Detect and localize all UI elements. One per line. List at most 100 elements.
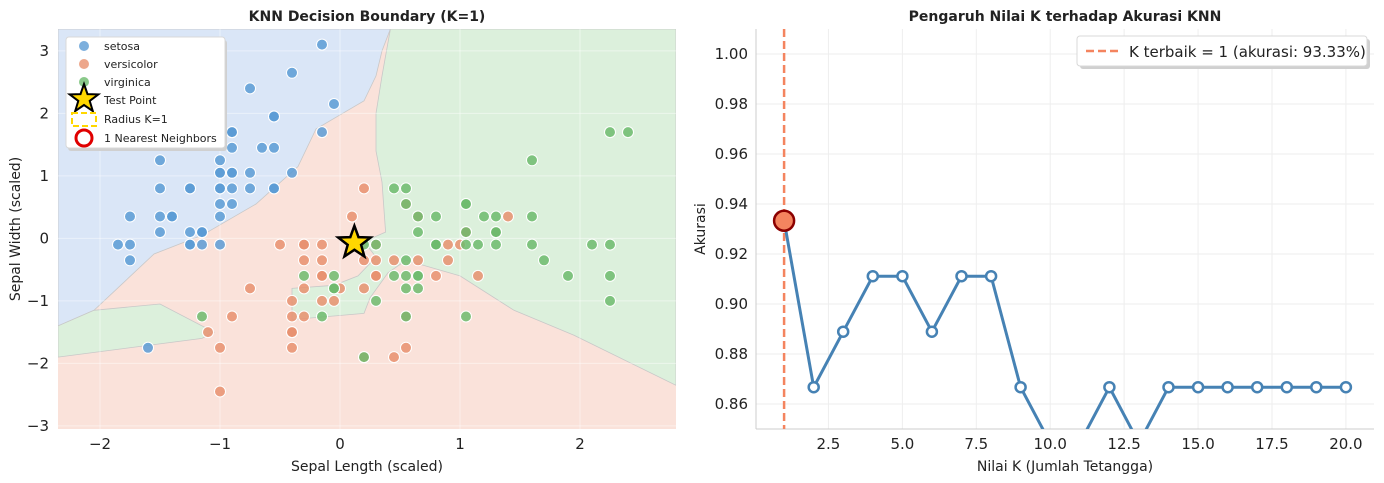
right-chart-title: Pengaruh Nilai K terhadap Akurasi KNN	[909, 9, 1222, 25]
point-virginica	[460, 198, 472, 210]
point-virginica	[604, 126, 616, 139]
right-x-axis-label: Nilai K (Jumlah Tetangga)	[977, 459, 1153, 475]
point-virginica	[358, 351, 370, 364]
point-versicolor	[442, 238, 454, 251]
legend-marker-setosa	[79, 41, 89, 51]
right-y-tick-label: 0.88	[715, 345, 748, 363]
point-setosa	[268, 182, 280, 195]
left-y-tick-label: −3	[27, 417, 49, 435]
point-setosa	[154, 182, 166, 195]
right-y-tick-label: 0.96	[715, 145, 748, 163]
knn-decision-boundary-chart: KNN Decision Boundary (K=1) −2 −1 0 1 2−3−2−…	[8, 9, 676, 475]
point-versicolor	[244, 282, 256, 295]
right-y-tick-label: 0.86	[715, 395, 748, 413]
left-x-tick-label: −1	[209, 435, 231, 453]
left-scatter-points	[112, 38, 634, 398]
left-x-tick-label: 0	[335, 435, 345, 453]
point-versicolor	[412, 254, 424, 267]
point-virginica	[328, 269, 340, 282]
left-chart-title: KNN Decision Boundary (K=1)	[249, 9, 486, 25]
right-x-tick-label: 12.5	[1107, 435, 1140, 453]
point-versicolor	[298, 238, 310, 251]
point-versicolor	[316, 269, 328, 282]
point-versicolor	[298, 282, 310, 295]
point-virginica	[622, 126, 634, 139]
left-y-tick-label: 1	[39, 167, 49, 185]
best-k-marker	[772, 209, 796, 232]
point-setosa	[154, 210, 166, 223]
point-virginica	[400, 198, 412, 210]
point-virginica	[412, 226, 424, 239]
point-setosa	[124, 254, 136, 267]
point-virginica	[328, 282, 340, 295]
accuracy-point	[807, 380, 820, 394]
point-setosa	[316, 126, 328, 139]
point-virginica	[490, 238, 502, 251]
point-setosa	[112, 238, 124, 251]
right-x-tick-label: 15.0	[1181, 435, 1214, 453]
point-setosa	[268, 141, 280, 154]
point-virginica	[412, 269, 424, 282]
accuracy-point	[836, 325, 850, 338]
point-versicolor	[286, 326, 298, 339]
right-y-tick-label: 0.90	[715, 295, 748, 313]
accuracy-point	[1191, 380, 1205, 394]
point-setosa	[328, 98, 340, 110]
left-y-tick-label: 0	[39, 229, 49, 247]
left-x-tick-label: 2	[575, 435, 585, 453]
point-setosa	[214, 182, 226, 195]
point-virginica	[388, 182, 400, 195]
point-setosa	[286, 66, 298, 79]
legend-marker-versicolor	[79, 59, 89, 69]
accuracy-point	[1310, 380, 1323, 394]
point-versicolor	[502, 210, 514, 223]
legend-neighbors-icon	[74, 128, 94, 148]
point-virginica	[460, 226, 472, 239]
right-y-tick-label: 0.98	[715, 95, 748, 113]
legend-label-neighbors: 1 Nearest Neighbors	[104, 132, 217, 145]
point-versicolor	[400, 341, 412, 354]
point-setosa	[124, 210, 136, 223]
point-virginica	[478, 210, 490, 223]
right-y-tick-label: 1.00	[715, 45, 748, 63]
right-y-tick-label: 0.94	[715, 195, 748, 213]
legend-label-virginica: virginica	[104, 76, 151, 89]
legend-label-best-k: K terbaik = 1 (akurasi: 93.33%)	[1129, 43, 1366, 61]
point-virginica	[370, 238, 382, 251]
point-setosa	[214, 166, 226, 179]
point-virginica	[526, 238, 538, 251]
legend-label-versicolor: versicolor	[104, 58, 158, 71]
point-setosa	[196, 226, 208, 239]
point-virginica	[604, 294, 616, 307]
accuracy-markers	[777, 214, 1353, 394]
point-virginica	[370, 294, 382, 307]
point-setosa	[226, 126, 238, 139]
point-versicolor	[298, 254, 310, 267]
accuracy-point	[1103, 380, 1116, 394]
point-setosa	[214, 198, 226, 210]
point-versicolor	[388, 351, 400, 364]
point-setosa	[184, 182, 196, 195]
point-versicolor	[328, 294, 340, 307]
point-virginica	[430, 210, 442, 223]
point-virginica	[400, 182, 412, 195]
point-versicolor	[316, 294, 328, 307]
left-y-tick-label: 2	[39, 104, 49, 122]
point-virginica	[400, 310, 412, 323]
point-setosa	[226, 182, 238, 195]
point-versicolor	[358, 282, 370, 295]
point-setosa	[244, 182, 256, 195]
point-setosa	[244, 82, 256, 95]
point-virginica	[412, 210, 424, 223]
point-versicolor	[316, 254, 328, 267]
point-versicolor	[286, 310, 298, 323]
point-setosa	[214, 154, 226, 167]
point-setosa	[226, 198, 238, 210]
point-setosa	[166, 210, 178, 223]
left-y-tick-label: −1	[27, 292, 49, 310]
right-x-tick-label: 10.0	[1034, 435, 1067, 453]
legend-radius-icon	[71, 112, 97, 127]
right-y-tick-label: 0.92	[715, 245, 748, 263]
point-versicolor	[274, 238, 286, 251]
